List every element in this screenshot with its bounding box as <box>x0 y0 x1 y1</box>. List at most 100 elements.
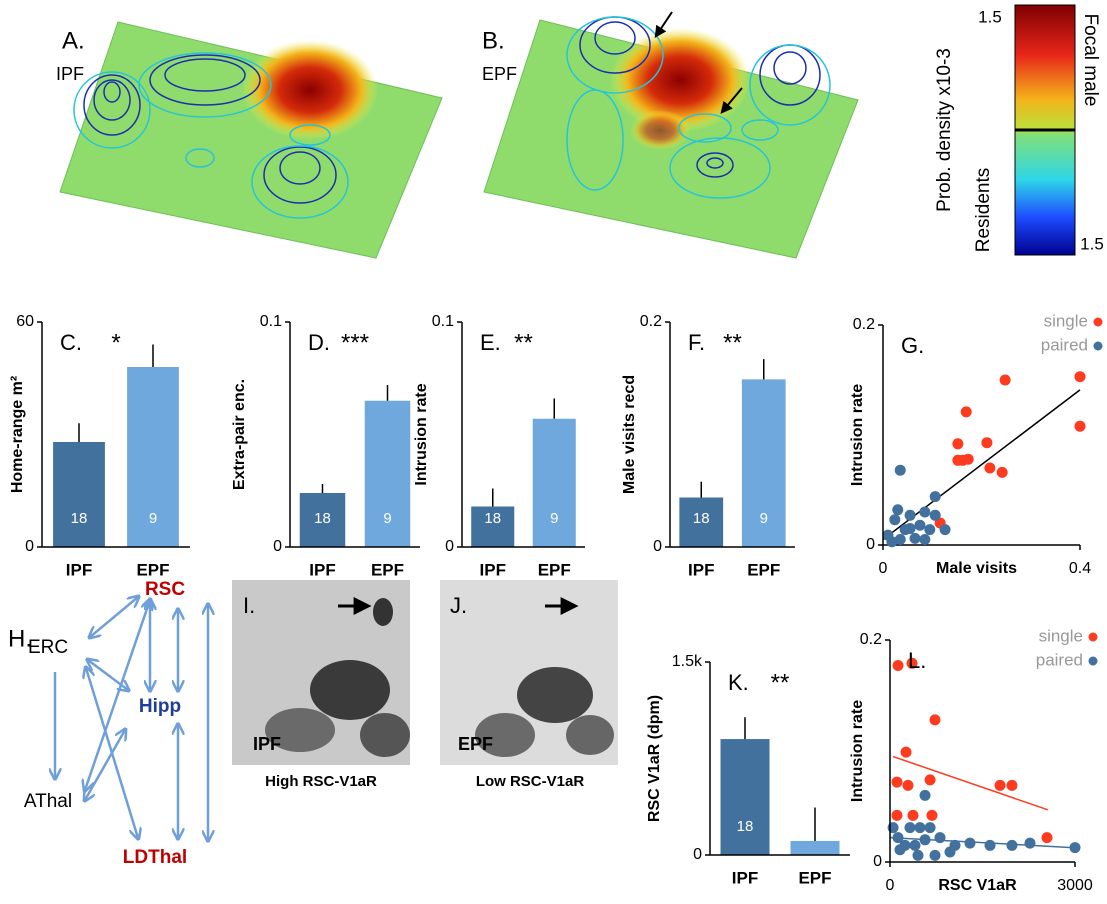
point <box>889 514 900 525</box>
legend-label: paired <box>1036 650 1083 669</box>
legend-marker <box>1089 633 1098 642</box>
y-tick-label: 0 <box>273 538 282 555</box>
n-label: 18 <box>484 510 501 527</box>
point <box>997 467 1008 478</box>
node-label: RSC <box>145 579 185 600</box>
x-tick-label: IPF <box>309 560 335 579</box>
node-label: ERC <box>28 637 68 658</box>
x-tick-label: 0 <box>879 560 888 577</box>
y-axis-label: Male visits recd <box>621 375 638 494</box>
point <box>995 780 1006 791</box>
point <box>985 840 996 851</box>
y-axis-label: RSC V1aR (dpm) <box>646 695 663 822</box>
y-axis-label: Extra-pair enc. <box>231 379 248 490</box>
legend-label: single <box>1039 626 1083 645</box>
trend-line <box>893 757 1048 810</box>
point <box>926 810 937 821</box>
y-tick-label: 0.2 <box>640 313 662 330</box>
point <box>930 850 941 861</box>
significance: *** <box>341 329 369 356</box>
point <box>903 780 914 791</box>
y-tick-label: 0 <box>653 538 662 555</box>
x-tick-label: 0.4 <box>1069 560 1091 577</box>
y-tick-label: 0.2 <box>853 316 875 333</box>
group-label: EPF <box>482 64 517 84</box>
x-tick-label: IPF <box>480 560 506 579</box>
y-tick-label: 60 <box>16 313 34 330</box>
surface-b <box>484 12 858 258</box>
point <box>935 832 946 843</box>
bar <box>721 739 770 855</box>
y-tick-label: 0.1 <box>260 313 282 330</box>
group-label: IPF <box>253 734 281 754</box>
point <box>961 406 972 417</box>
point <box>914 822 925 833</box>
n-label: 9 <box>383 510 391 527</box>
n-label: 9 <box>149 510 157 527</box>
colorbar-label: 1.5 <box>1080 234 1104 253</box>
significance: ** <box>723 329 742 356</box>
point <box>925 822 936 833</box>
point <box>910 533 921 544</box>
n-label: 18 <box>737 818 754 835</box>
node-label: AThal <box>24 791 72 812</box>
panel-label: J. <box>450 593 467 618</box>
point <box>891 810 902 821</box>
x-tick-label: IPF <box>66 560 92 579</box>
point <box>981 437 992 448</box>
panel-label: C. <box>60 330 82 355</box>
x-tick-label: IPF <box>732 868 758 887</box>
panel-label: K. <box>728 670 749 695</box>
point <box>925 774 936 785</box>
x-axis-label: RSC V1aR <box>938 877 1017 894</box>
point <box>1075 371 1086 382</box>
surface-a <box>60 22 442 258</box>
point <box>964 838 975 849</box>
y-tick-label: 0 <box>25 538 34 555</box>
bar <box>533 419 576 547</box>
colorbar-residents: Residents <box>973 168 994 253</box>
x-tick-label: EPF <box>136 560 169 579</box>
panel-label: F. <box>688 330 705 355</box>
colorbar-title: Prob. density x10-3 <box>934 48 955 212</box>
point <box>893 832 904 843</box>
point <box>894 844 905 855</box>
point <box>920 790 931 801</box>
point <box>919 507 930 518</box>
group-label: EPF <box>458 734 493 754</box>
point <box>892 504 903 515</box>
page: A. IPF B. EPF 1.5 1.5 Prob. density x10-… <box>0 0 1107 904</box>
point <box>893 660 904 671</box>
point <box>930 714 941 725</box>
node-label: LDThal <box>123 847 187 868</box>
node-label: Hipp <box>139 696 181 717</box>
point <box>1042 832 1053 843</box>
point <box>957 455 968 466</box>
point <box>984 463 995 474</box>
n-label: 18 <box>693 510 710 527</box>
point <box>904 822 915 833</box>
bar <box>53 442 105 547</box>
point <box>914 520 925 531</box>
image-caption: Low RSC-V1aR <box>476 773 585 790</box>
point <box>1006 840 1017 851</box>
x-tick-label: EPF <box>747 560 780 579</box>
n-label: 18 <box>314 510 331 527</box>
panel-label: G. <box>901 333 924 358</box>
y-tick-label: 0 <box>445 538 454 555</box>
panel-label: B. <box>482 27 505 54</box>
point <box>1075 421 1086 432</box>
significance: ** <box>514 329 533 356</box>
point <box>886 536 897 547</box>
n-label: 18 <box>71 510 88 527</box>
y-tick-label: 0 <box>873 853 882 870</box>
significance: * <box>111 329 120 356</box>
point <box>1024 838 1035 849</box>
x-tick-label: EPF <box>371 560 404 579</box>
x-axis-label: Male visits <box>936 560 1017 577</box>
y-axis-label: Intrusion rate <box>849 384 866 486</box>
point <box>909 840 920 851</box>
point <box>912 850 923 861</box>
y-axis-label: Intrusion rate <box>413 383 430 485</box>
point <box>945 847 956 858</box>
